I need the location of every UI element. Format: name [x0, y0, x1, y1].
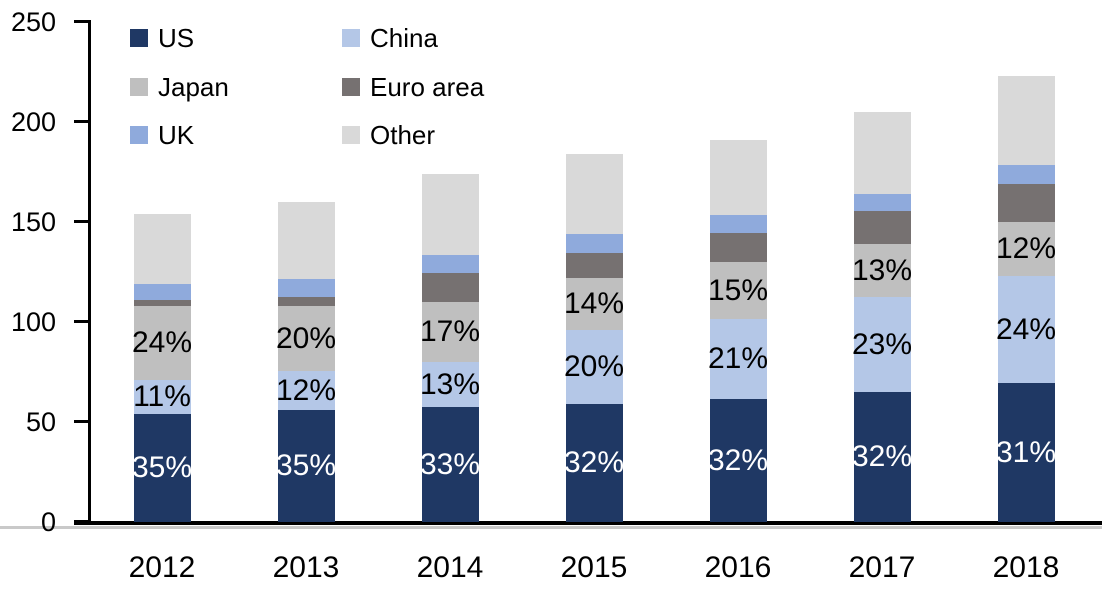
y-axis-tick: [74, 20, 88, 23]
bar-segment-other-2013: [277, 202, 335, 279]
y-axis-tick-label: 50: [25, 407, 56, 437]
bar-segment-china-2012: [133, 380, 191, 414]
bar-segment-china-2017: [853, 297, 911, 392]
y-axis-line: [88, 20, 91, 525]
segment-label-japan-2018: 12%: [995, 232, 1057, 265]
bar-segment-other-2015: [565, 154, 623, 234]
x-axis-label-2014: 2014: [416, 551, 484, 584]
legend-swatch-china: [342, 29, 360, 47]
legend-label-us: US: [158, 23, 195, 53]
bar-segment-euro-area-2016: [709, 233, 767, 262]
bar-segment-us-2013: [277, 410, 335, 522]
bar-segment-uk-2012: [133, 284, 191, 300]
bar-segment-other-2012: [133, 214, 191, 284]
bar-segment-uk-2013: [277, 279, 335, 297]
bar-segment-japan-2015: [565, 278, 623, 330]
y-axis-tick: [74, 220, 88, 223]
bar-segment-other-2014: [421, 174, 479, 255]
segment-label-china-2015: 20%: [563, 350, 625, 383]
x-axis-line: [74, 521, 1102, 525]
bar-segment-china-2015: [565, 330, 623, 404]
bar-segment-china-2016: [709, 319, 767, 399]
x-axis-label-2013: 2013: [272, 551, 340, 584]
y-axis-tick: [74, 420, 88, 423]
legend-swatch-euro-area: [342, 77, 360, 96]
legend-swatch-japan: [130, 77, 148, 96]
legend-swatch-us: [130, 29, 148, 47]
segment-label-japan-2017: 13%: [851, 253, 913, 287]
bar-segment-euro-area-2015: [565, 253, 623, 278]
segment-label-japan-2016: 15%: [707, 273, 769, 307]
y-axis-tick-label: 0: [40, 507, 56, 537]
segment-label-us-2015: 32%: [563, 446, 625, 479]
segment-label-japan-2012: 24%: [131, 326, 193, 359]
bar-segment-uk-2015: [565, 234, 623, 253]
segment-label-china-2016: 21%: [707, 342, 769, 375]
bar-segment-uk-2018: [997, 165, 1055, 184]
y-axis-tick-label: 250: [10, 7, 56, 37]
bar-segment-euro-area-2017: [853, 211, 911, 244]
x-axis-label-2017: 2017: [848, 551, 916, 584]
segment-label-us-2012: 35%: [131, 451, 193, 484]
bar-segment-us-2014: [421, 407, 479, 522]
bar-segment-us-2015: [565, 404, 623, 522]
legend-label-japan: Japan: [158, 71, 229, 102]
y-axis-tick: [74, 520, 88, 523]
bar-segment-other-2018: [997, 76, 1055, 165]
legend-swatch-other: [342, 126, 360, 144]
segment-label-china-2018: 24%: [995, 312, 1057, 346]
segment-label-china-2017: 23%: [851, 327, 913, 361]
bar-segment-other-2017: [853, 112, 911, 194]
y-axis-tick: [74, 320, 88, 323]
y-axis-tick: [74, 120, 88, 123]
segment-label-japan-2014: 17%: [419, 315, 481, 348]
x-axis-label-2018: 2018: [992, 551, 1060, 584]
segment-label-japan-2015: 14%: [563, 287, 625, 320]
bar-segment-us-2016: [709, 399, 767, 522]
bar-segment-uk-2014: [421, 255, 479, 273]
bar-segment-euro-area-2012: [133, 300, 191, 306]
bar-segment-us-2017: [853, 392, 911, 522]
y-axis-tick-label: 100: [10, 307, 56, 337]
segment-label-china-2014: 13%: [419, 367, 481, 401]
segment-label-us-2016: 32%: [707, 443, 769, 477]
y-axis-tick-label: 150: [10, 207, 56, 237]
legend-label-uk: UK: [158, 120, 195, 150]
segment-label-us-2017: 32%: [851, 440, 913, 473]
bar-segment-euro-area-2014: [421, 273, 479, 302]
y-axis-tick-label: 200: [10, 107, 56, 137]
bar-segment-japan-2012: [133, 306, 191, 380]
x-axis-shadow-line: [0, 526, 1102, 529]
bar-segment-other-2016: [709, 140, 767, 215]
segment-label-us-2013: 35%: [275, 449, 337, 482]
x-axis-label-2015: 2015: [560, 551, 628, 584]
legend-label-china: China: [370, 23, 438, 53]
legend-swatch-uk: [130, 126, 148, 144]
bar-segment-china-2018: [997, 276, 1055, 383]
bar-segment-euro-area-2013: [277, 297, 335, 306]
x-axis-label-2016: 2016: [704, 551, 772, 584]
bar-segment-japan-2017: [853, 244, 911, 297]
x-axis-label-2012: 2012: [128, 551, 196, 584]
legend-label-other: Other: [370, 120, 436, 150]
segment-label-us-2014: 33%: [419, 447, 481, 481]
bar-segment-japan-2014: [421, 302, 479, 362]
segment-label-china-2013: 12%: [275, 373, 337, 407]
bar-segment-us-2012: [133, 414, 191, 522]
bar-segment-japan-2018: [997, 222, 1055, 276]
bar-segment-japan-2013: [277, 306, 335, 371]
bar-segment-china-2013: [277, 371, 335, 410]
segment-label-japan-2013: 20%: [275, 321, 337, 355]
segment-label-us-2018: 31%: [995, 435, 1057, 469]
bar-segment-euro-area-2018: [997, 184, 1055, 222]
legend-label-euro-area: Euro area: [370, 71, 485, 102]
bar-segment-china-2014: [421, 362, 479, 407]
segment-label-china-2012: 11%: [133, 380, 191, 413]
bar-segment-us-2018: [997, 383, 1055, 522]
bar-segment-uk-2016: [709, 215, 767, 233]
bar-segment-japan-2016: [709, 262, 767, 319]
bar-segment-uk-2017: [853, 194, 911, 211]
